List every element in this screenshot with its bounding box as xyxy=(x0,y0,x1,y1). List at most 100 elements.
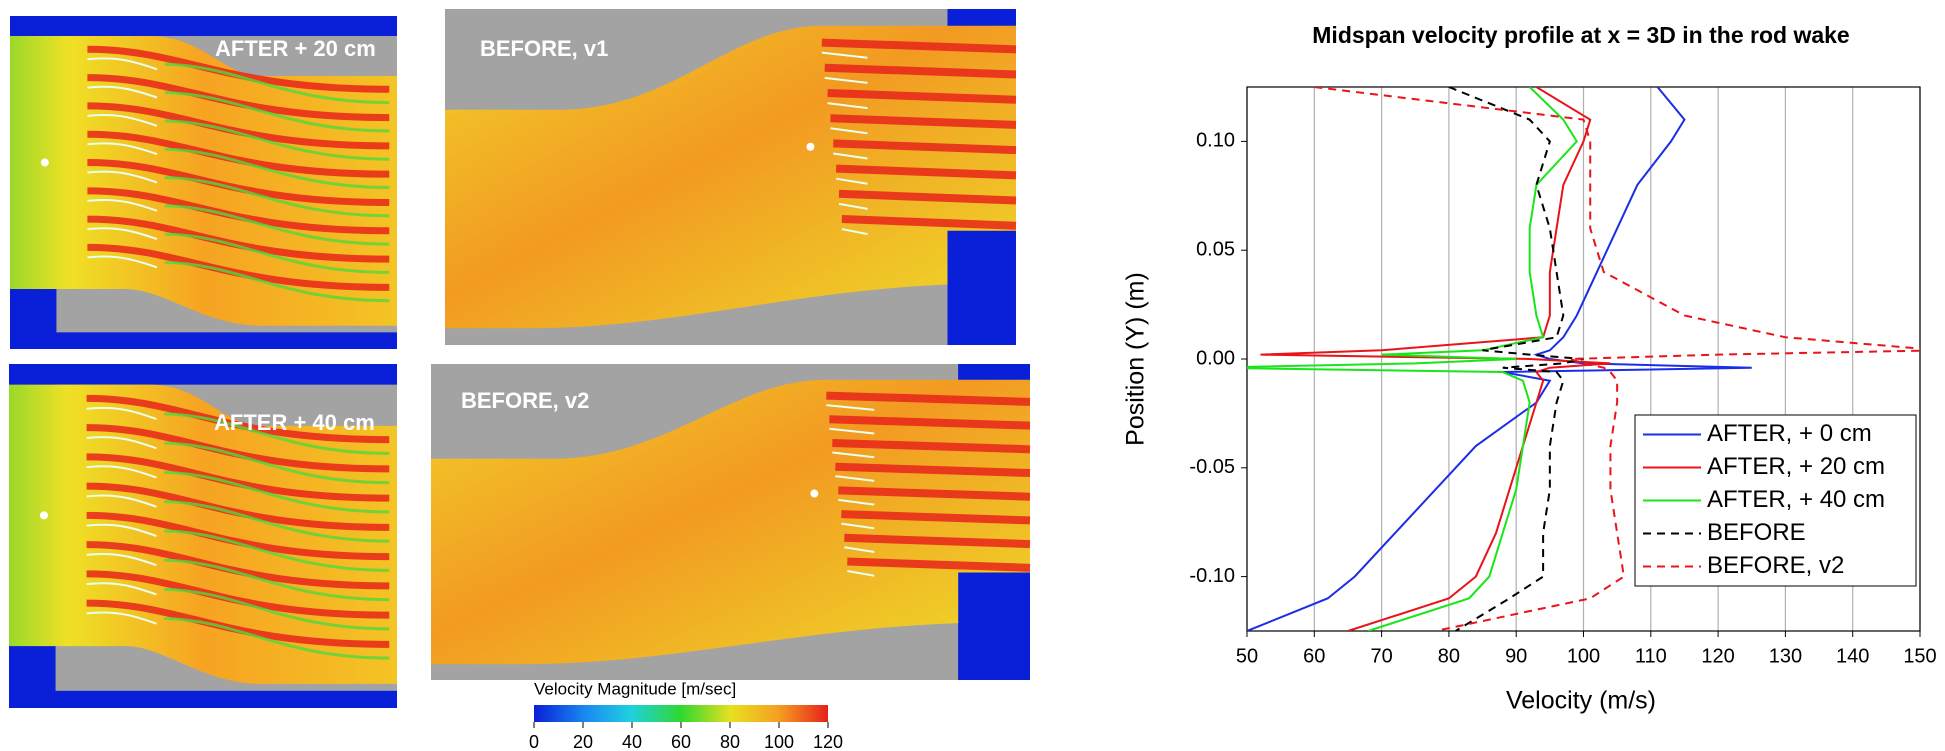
wake-streak xyxy=(844,533,1031,549)
green-streak xyxy=(164,62,390,105)
wake-streak xyxy=(827,89,1017,104)
x-tick-label: 60 xyxy=(1303,645,1325,667)
series-line xyxy=(1314,87,1920,631)
colorbar-tick-label: 20 xyxy=(573,732,593,751)
blade xyxy=(827,102,868,110)
blade xyxy=(86,523,157,537)
green-streak xyxy=(164,500,390,543)
wake-streak xyxy=(832,439,1031,454)
blade xyxy=(838,202,868,210)
green-streak xyxy=(164,176,390,218)
blade xyxy=(832,451,875,459)
x-tick-label: 50 xyxy=(1236,645,1258,667)
flow-field xyxy=(431,379,1030,665)
colorbar-tick-label: 60 xyxy=(671,732,691,751)
blade xyxy=(86,465,157,479)
wake-streak xyxy=(824,63,1017,79)
series-line xyxy=(1247,87,1579,631)
green-streak xyxy=(164,470,390,514)
y-tick-label: 0.00 xyxy=(1196,347,1235,369)
green-streak xyxy=(164,147,390,189)
chart-title: Midspan velocity profile at x = 3D in th… xyxy=(1312,22,1849,48)
blade xyxy=(87,198,158,212)
blade xyxy=(844,546,875,554)
x-tick-label: 110 xyxy=(1635,645,1667,667)
blade xyxy=(86,611,157,625)
blade xyxy=(826,404,875,411)
colorbar xyxy=(534,705,828,722)
blade xyxy=(87,255,158,269)
x-tick-label: 90 xyxy=(1505,645,1527,667)
colorbar-tick-label: 80 xyxy=(720,732,740,751)
wake-streak xyxy=(830,114,1017,129)
wake-streak xyxy=(841,215,1017,230)
colorbar-title: Velocity Magnitude [m/sec] xyxy=(534,679,736,698)
wake-streak xyxy=(838,486,1031,501)
green-streak xyxy=(164,617,390,660)
panel-label: BEFORE, v2 xyxy=(461,388,589,413)
panel-label: BEFORE, v1 xyxy=(480,36,608,61)
wake-streak xyxy=(838,189,1017,205)
blade xyxy=(86,553,157,567)
blade xyxy=(86,436,157,450)
green-streak xyxy=(164,529,390,572)
rod xyxy=(40,158,49,167)
blade xyxy=(87,57,158,71)
series-line xyxy=(1260,87,1611,631)
blade xyxy=(830,127,868,135)
blade xyxy=(835,177,868,185)
blade xyxy=(841,522,875,530)
blade xyxy=(847,569,875,577)
green-streak xyxy=(164,232,390,274)
x-tick-label: 100 xyxy=(1567,645,1600,667)
legend-label: AFTER, + 0 cm xyxy=(1707,420,1872,447)
blade xyxy=(87,114,158,127)
green-streak xyxy=(164,587,390,631)
contour-panels: AFTER + 20 cm BEFORE, v1 AFTER + 40 cm BEFO… xyxy=(9,9,1031,708)
x-tick-label: 80 xyxy=(1438,645,1460,667)
blade xyxy=(86,582,157,596)
green-streak xyxy=(164,119,390,161)
rod xyxy=(806,142,815,151)
x-tick-label: 130 xyxy=(1769,645,1802,667)
blade xyxy=(833,152,868,160)
legend-label: BEFORE, v2 xyxy=(1707,552,1844,579)
blade xyxy=(835,475,875,482)
blade xyxy=(87,227,158,241)
blade xyxy=(838,498,875,506)
blade xyxy=(87,85,158,99)
rod xyxy=(39,511,48,520)
y-tick-label: -0.05 xyxy=(1189,456,1235,478)
x-tick-label: 70 xyxy=(1370,645,1392,667)
blade xyxy=(841,228,868,236)
wake-streak xyxy=(829,415,1031,430)
wake-streak xyxy=(821,38,1017,54)
panel-label: AFTER + 40 cm xyxy=(214,410,375,435)
series-line xyxy=(1448,87,1584,631)
green-streak xyxy=(164,558,390,602)
legend-label: BEFORE xyxy=(1707,519,1806,546)
x-tick-label: 150 xyxy=(1903,645,1936,667)
green-streak xyxy=(164,91,390,133)
wake-streak xyxy=(835,462,1031,478)
green-streak xyxy=(164,260,390,303)
colorbar-tick-label: 120 xyxy=(813,732,843,751)
wake-streak xyxy=(847,557,1031,572)
green-streak xyxy=(164,441,390,485)
flow-field xyxy=(445,25,1016,329)
green-streak xyxy=(164,412,390,455)
blade xyxy=(87,170,158,184)
colorbar-tick-label: 100 xyxy=(764,732,794,751)
y-tick-label: -0.10 xyxy=(1189,565,1235,587)
blade xyxy=(824,76,868,84)
legend-label: AFTER, + 40 cm xyxy=(1707,486,1885,513)
panel-label: AFTER + 20 cm xyxy=(215,36,376,61)
blade xyxy=(87,142,158,156)
x-tick-label: 120 xyxy=(1701,645,1734,667)
plot-frame xyxy=(1246,86,1921,632)
colorbar-tick-label: 0 xyxy=(529,732,539,751)
blade xyxy=(86,406,157,420)
wake-streak xyxy=(835,164,1017,180)
y-axis-label: Position (Y) (m) xyxy=(1122,272,1150,446)
colorbar-tick-label: 40 xyxy=(622,732,642,751)
